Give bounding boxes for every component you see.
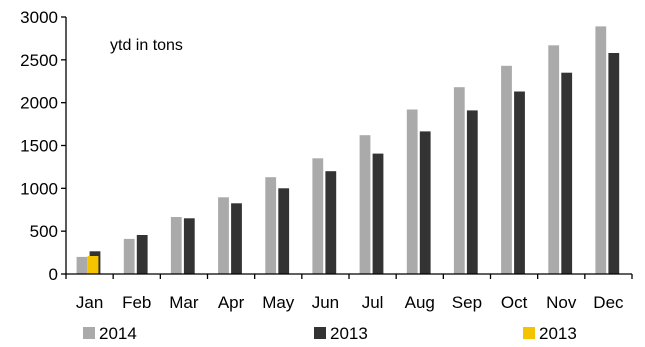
x-tick-label-apr: Apr	[218, 293, 245, 312]
bar-2014-may	[265, 177, 277, 274]
bar-2013-dec	[608, 53, 620, 274]
x-tick-label-sep: Sep	[452, 293, 482, 312]
plot-area	[76, 26, 620, 275]
chart-annotation: ytd in tons	[110, 37, 183, 54]
y-tick-label: 2500	[20, 51, 58, 70]
bar-2013-feb	[136, 235, 148, 274]
bar-2013-may	[278, 188, 290, 274]
legend-label-2014: 2014	[99, 324, 137, 343]
bar-2014-jan	[76, 256, 88, 274]
x-tick-label-mar: Mar	[169, 293, 199, 312]
y-tick-label: 1500	[20, 137, 58, 156]
bar-2014-aug	[406, 109, 418, 274]
bar-2014-jun	[312, 158, 324, 274]
bar-2013-jan	[87, 256, 99, 274]
bar-2013-jul	[372, 153, 384, 274]
x-tick-label-jun: Jun	[312, 293, 339, 312]
x-tick-label-jul: Jul	[362, 293, 384, 312]
legend-swatch-2014	[83, 327, 95, 339]
bar-2013-oct	[514, 91, 525, 274]
x-tick-label-jan: Jan	[76, 293, 103, 312]
legend-swatch-2013	[523, 327, 535, 339]
x-tick-label-feb: Feb	[122, 293, 151, 312]
bar-2013-mar	[183, 218, 195, 274]
x-tick-label-dec: Dec	[593, 293, 624, 312]
bar-2014-nov	[548, 45, 560, 274]
bar-2014-oct	[501, 65, 512, 274]
bar-2014-mar	[170, 217, 182, 274]
axes: 0 500 1000 1500 2000 2500 3000 Jan Feb Mar Apr May J…	[20, 8, 633, 312]
y-tick-label: 500	[30, 222, 58, 241]
legend-label-2013: 2013	[539, 324, 577, 343]
bar-2013-sep	[466, 110, 478, 275]
legend: 2014 2013 2013	[83, 324, 577, 343]
y-tick-label: 2000	[20, 94, 58, 113]
x-tick-label-may: May	[262, 293, 295, 312]
x-tick-label-oct: Oct	[501, 293, 528, 312]
bar-2013-nov	[561, 72, 573, 274]
y-tick-label: 1000	[20, 179, 58, 198]
legend-swatch-2013	[314, 327, 326, 339]
x-tick-label-aug: Aug	[405, 293, 435, 312]
legend-label-2013: 2013	[330, 324, 368, 343]
bar-2014-dec	[595, 26, 607, 275]
bar-2014-apr	[218, 197, 229, 274]
bar-2014-sep	[453, 87, 465, 274]
x-tick-label-nov: Nov	[546, 293, 577, 312]
y-tick-label: 0	[49, 265, 58, 284]
bar-2013-jun	[325, 171, 337, 274]
y-tick-label: 3000	[20, 8, 58, 27]
bar-2013-aug	[419, 131, 431, 274]
bar-2014-jul	[359, 135, 371, 274]
bar-2014-feb	[123, 238, 135, 274]
bar-2013-apr	[231, 203, 242, 274]
